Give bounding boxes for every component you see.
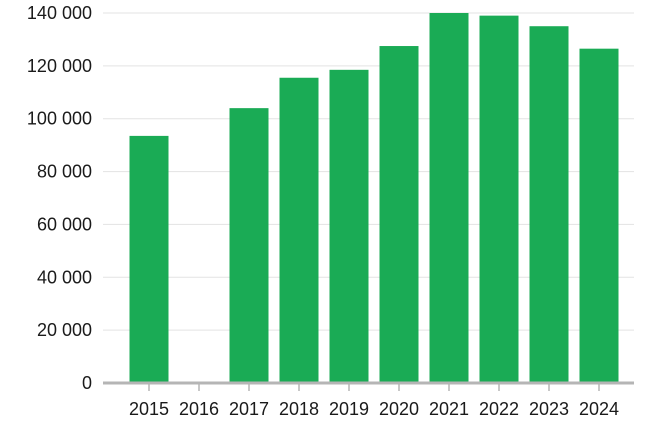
bar-2018 xyxy=(279,77,319,383)
x-axis-tick-labels: 2015 2016 2017 2018 2019 2020 2021 2022 2023 2024 xyxy=(129,399,619,419)
x-tick-label: 2019 xyxy=(329,399,369,419)
bar-2017 xyxy=(229,108,269,384)
x-tick-label: 2018 xyxy=(279,399,319,419)
bar-2021 xyxy=(429,13,469,383)
y-tick-label: 40 000 xyxy=(37,267,92,287)
x-tick-label: 2017 xyxy=(229,399,269,419)
x-tick-label: 2015 xyxy=(129,399,169,419)
bar-2022 xyxy=(479,15,519,384)
bar-2020 xyxy=(379,46,419,384)
x-tick-label: 2020 xyxy=(379,399,419,419)
bar-2023 xyxy=(529,26,569,383)
y-tick-label: 80 000 xyxy=(37,162,92,182)
bars xyxy=(129,13,619,384)
x-axis xyxy=(103,381,634,391)
bar-2019 xyxy=(329,69,369,384)
y-tick-label: 100 000 xyxy=(27,109,92,129)
bar-2024 xyxy=(579,48,619,384)
y-tick-label: 140 000 xyxy=(27,3,92,23)
bar-2015 xyxy=(129,135,169,383)
y-tick-label: 0 xyxy=(82,373,92,393)
x-tick-label: 2021 xyxy=(429,399,469,419)
y-tick-label: 20 000 xyxy=(37,320,92,340)
y-tick-label: 60 000 xyxy=(37,214,92,234)
y-axis-tick-labels: 0 20 000 40 000 60 000 80 000 100 000 120 000 1… xyxy=(27,3,92,393)
x-tick-label: 2016 xyxy=(179,399,219,419)
y-tick-label: 120 000 xyxy=(27,56,92,76)
x-tick-label: 2024 xyxy=(579,399,619,419)
x-tick-label: 2023 xyxy=(529,399,569,419)
x-tick-label: 2022 xyxy=(479,399,519,419)
